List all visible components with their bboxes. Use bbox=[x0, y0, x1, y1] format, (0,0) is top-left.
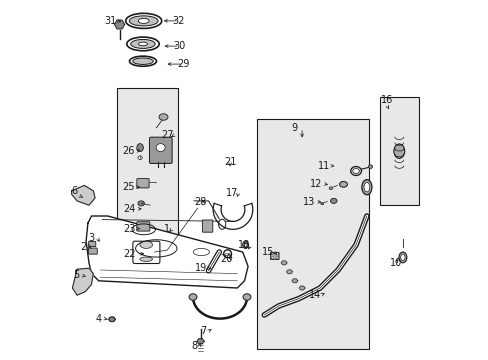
Text: 20: 20 bbox=[220, 254, 232, 264]
Text: 26: 26 bbox=[122, 146, 135, 156]
Ellipse shape bbox=[244, 243, 246, 247]
Polygon shape bbox=[286, 270, 292, 274]
Ellipse shape bbox=[330, 198, 336, 203]
Text: 22: 22 bbox=[123, 249, 135, 259]
Circle shape bbox=[270, 257, 273, 259]
Ellipse shape bbox=[243, 294, 250, 300]
Ellipse shape bbox=[126, 37, 159, 51]
Text: 11: 11 bbox=[317, 161, 329, 171]
Ellipse shape bbox=[156, 144, 165, 152]
Text: 17: 17 bbox=[225, 188, 238, 198]
Text: 2: 2 bbox=[80, 242, 86, 252]
Polygon shape bbox=[197, 339, 204, 344]
FancyBboxPatch shape bbox=[149, 137, 172, 163]
FancyBboxPatch shape bbox=[202, 220, 212, 232]
Text: 18: 18 bbox=[238, 240, 250, 250]
Text: 13: 13 bbox=[303, 197, 315, 207]
Polygon shape bbox=[86, 216, 247, 288]
Ellipse shape bbox=[400, 254, 404, 261]
Ellipse shape bbox=[393, 144, 404, 158]
Ellipse shape bbox=[361, 180, 371, 195]
Ellipse shape bbox=[109, 317, 115, 321]
Text: 19: 19 bbox=[195, 263, 207, 273]
Ellipse shape bbox=[339, 181, 347, 187]
Text: 16: 16 bbox=[381, 95, 393, 105]
Text: 15: 15 bbox=[261, 247, 274, 257]
Ellipse shape bbox=[138, 201, 144, 206]
Text: 4: 4 bbox=[96, 314, 102, 324]
Circle shape bbox=[276, 257, 278, 259]
Ellipse shape bbox=[352, 168, 359, 174]
Ellipse shape bbox=[137, 144, 143, 152]
Text: 27: 27 bbox=[161, 130, 173, 140]
Ellipse shape bbox=[320, 203, 323, 205]
Ellipse shape bbox=[242, 241, 248, 248]
Text: 24: 24 bbox=[123, 204, 135, 214]
Ellipse shape bbox=[398, 252, 406, 263]
Ellipse shape bbox=[350, 166, 361, 175]
Ellipse shape bbox=[129, 16, 158, 26]
Polygon shape bbox=[281, 261, 286, 265]
Text: 7: 7 bbox=[200, 326, 206, 336]
Text: 9: 9 bbox=[291, 123, 297, 133]
Circle shape bbox=[270, 253, 273, 255]
Ellipse shape bbox=[130, 40, 155, 49]
FancyBboxPatch shape bbox=[88, 248, 97, 254]
Ellipse shape bbox=[138, 18, 149, 23]
Ellipse shape bbox=[132, 58, 153, 64]
Text: 23: 23 bbox=[123, 224, 135, 234]
Ellipse shape bbox=[218, 219, 225, 229]
Text: 10: 10 bbox=[389, 258, 401, 268]
Ellipse shape bbox=[367, 165, 372, 168]
Text: 12: 12 bbox=[310, 179, 322, 189]
FancyBboxPatch shape bbox=[270, 252, 279, 260]
Ellipse shape bbox=[189, 294, 197, 300]
Text: 32: 32 bbox=[172, 16, 185, 26]
Text: 28: 28 bbox=[194, 197, 206, 207]
Polygon shape bbox=[291, 279, 297, 283]
Polygon shape bbox=[72, 185, 95, 205]
FancyBboxPatch shape bbox=[137, 222, 149, 231]
Bar bbox=[379, 97, 418, 205]
Ellipse shape bbox=[140, 241, 152, 248]
FancyBboxPatch shape bbox=[137, 179, 149, 188]
Ellipse shape bbox=[328, 187, 332, 190]
Ellipse shape bbox=[125, 13, 162, 28]
Text: 6: 6 bbox=[71, 186, 78, 196]
Text: 1: 1 bbox=[163, 224, 170, 234]
FancyBboxPatch shape bbox=[88, 242, 96, 247]
Ellipse shape bbox=[140, 257, 152, 261]
Text: 21: 21 bbox=[224, 157, 236, 167]
Text: 3: 3 bbox=[88, 233, 94, 243]
Text: 31: 31 bbox=[104, 16, 117, 26]
Text: 5: 5 bbox=[73, 270, 79, 280]
Text: 8: 8 bbox=[191, 341, 197, 351]
Bar bbox=[257, 119, 368, 349]
Text: 30: 30 bbox=[173, 41, 185, 51]
Ellipse shape bbox=[138, 156, 142, 159]
Polygon shape bbox=[299, 286, 305, 290]
Text: 14: 14 bbox=[308, 290, 320, 300]
Ellipse shape bbox=[363, 183, 369, 192]
Circle shape bbox=[276, 253, 278, 255]
Ellipse shape bbox=[129, 56, 156, 66]
Ellipse shape bbox=[138, 42, 147, 46]
Polygon shape bbox=[114, 20, 124, 29]
Ellipse shape bbox=[159, 114, 168, 120]
Text: 29: 29 bbox=[177, 59, 189, 69]
Bar bbox=[117, 88, 178, 259]
Polygon shape bbox=[72, 268, 93, 295]
Text: 25: 25 bbox=[122, 182, 135, 192]
FancyBboxPatch shape bbox=[133, 241, 160, 264]
